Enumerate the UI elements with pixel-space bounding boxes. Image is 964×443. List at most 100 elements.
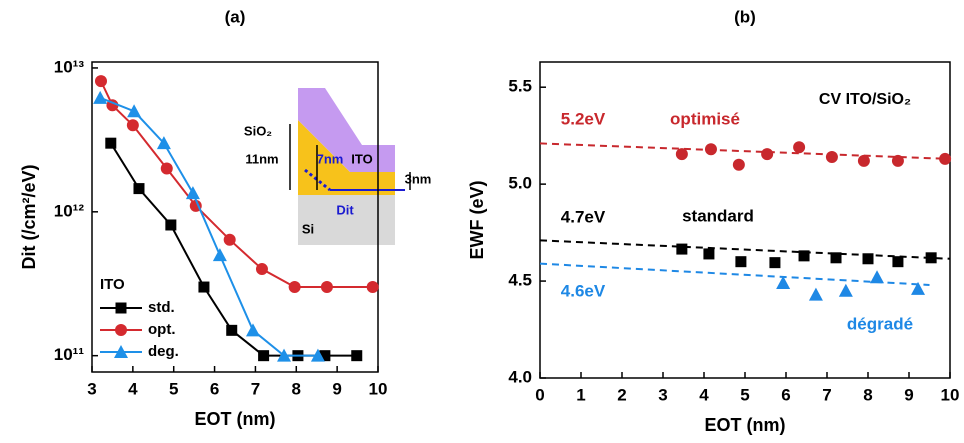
marker <box>925 252 937 264</box>
x-tick-label: 0 <box>535 385 544 404</box>
plot-frame <box>91 61 379 373</box>
annotation: Dit <box>336 202 354 217</box>
marker <box>857 154 870 167</box>
series-line <box>99 96 318 357</box>
marker <box>676 243 688 255</box>
sio2-layer <box>298 88 395 172</box>
x-tick-label: 6 <box>210 379 219 398</box>
legend-marker <box>114 345 128 358</box>
marker <box>133 183 145 195</box>
x-tick-label: 9 <box>332 379 341 398</box>
legend-label: opt. <box>148 321 176 338</box>
y-tick-label: 4.5 <box>508 271 532 290</box>
plot-frame <box>539 61 951 379</box>
y-tick-label: 10¹¹ <box>54 345 85 364</box>
marker <box>862 253 874 265</box>
marker <box>870 270 885 284</box>
marker <box>776 276 791 290</box>
x-tick-label: 10 <box>369 379 388 398</box>
marker <box>185 186 200 200</box>
x-axis-label: EOT (nm) <box>195 409 276 429</box>
annotation: CV ITO/SiO₂ <box>819 91 911 108</box>
x-axis-label: EOT (nm) <box>705 415 786 435</box>
marker <box>366 281 379 294</box>
marker <box>769 257 781 269</box>
marker <box>127 104 142 118</box>
x-tick-label: 4 <box>699 385 709 404</box>
x-tick-label: 8 <box>863 385 872 404</box>
y-tick-label: 10¹³ <box>54 57 85 76</box>
chart-title: (a) <box>225 7 246 26</box>
annotation: 11nm <box>245 151 278 166</box>
legend-label: deg. <box>148 343 179 360</box>
marker <box>892 256 904 268</box>
marker <box>703 248 715 260</box>
annotation: ITO <box>351 151 372 166</box>
annotation: 3nm <box>405 171 432 186</box>
intercept-label: 5.2eV <box>561 109 606 128</box>
marker <box>732 158 745 171</box>
x-tick-label: 8 <box>292 379 301 398</box>
intercept-label: 4.7eV <box>561 207 606 226</box>
x-tick-label: 6 <box>781 385 790 404</box>
marker <box>226 324 238 336</box>
marker <box>911 281 926 295</box>
marker <box>93 90 108 104</box>
x-tick-label: 10 <box>941 385 960 404</box>
marker <box>165 219 177 231</box>
marker <box>160 162 173 175</box>
marker <box>704 143 717 156</box>
y-tick-label: 4.0 <box>508 367 532 386</box>
marker <box>939 152 952 165</box>
chart-title: (b) <box>734 7 756 26</box>
x-tick-label: 5 <box>169 379 178 398</box>
legend-title: ITO <box>100 276 125 293</box>
marker <box>735 256 747 268</box>
fit-line <box>539 142 951 160</box>
x-tick-label: 5 <box>740 385 749 404</box>
marker <box>198 281 210 293</box>
x-tick-label: 7 <box>822 385 831 404</box>
annotation: Si <box>302 221 314 236</box>
marker <box>891 154 904 167</box>
marker <box>212 248 227 262</box>
marker <box>351 350 363 362</box>
marker <box>156 136 171 150</box>
y-tick-label: 5.5 <box>508 77 532 96</box>
marker <box>761 148 774 161</box>
y-axis-label: EWF (eV) <box>467 180 487 259</box>
marker <box>798 250 810 262</box>
legend-marker <box>115 324 127 336</box>
x-tick-label: 2 <box>617 385 626 404</box>
fit-line <box>539 239 951 260</box>
marker <box>320 281 333 294</box>
inset-diagram <box>289 88 411 245</box>
legend-label: std. <box>148 299 175 316</box>
x-tick-label: 1 <box>576 385 585 404</box>
y-axis-label: Dit (/cm²/eV) <box>19 164 39 269</box>
dit-dots <box>304 168 331 192</box>
marker <box>830 252 842 264</box>
marker <box>94 75 107 88</box>
marker <box>675 148 688 161</box>
annotation: SiO₂ <box>244 123 272 138</box>
si-layer <box>298 195 395 245</box>
series-label: standard <box>682 206 754 225</box>
dit-layer <box>298 120 395 195</box>
marker <box>277 348 292 362</box>
intercept-label: 4.6eV <box>561 281 606 300</box>
marker <box>808 287 823 301</box>
marker <box>255 263 268 276</box>
marker <box>793 141 806 154</box>
marker <box>825 150 838 163</box>
x-tick-label: 7 <box>251 379 260 398</box>
marker <box>319 350 331 362</box>
marker <box>105 137 117 149</box>
marker <box>223 233 236 246</box>
marker <box>126 119 139 132</box>
series-line <box>100 80 373 289</box>
x-tick-label: 3 <box>87 379 96 398</box>
marker <box>838 283 853 297</box>
x-tick-label: 9 <box>904 385 913 404</box>
y-tick-label: 10¹² <box>54 201 85 220</box>
